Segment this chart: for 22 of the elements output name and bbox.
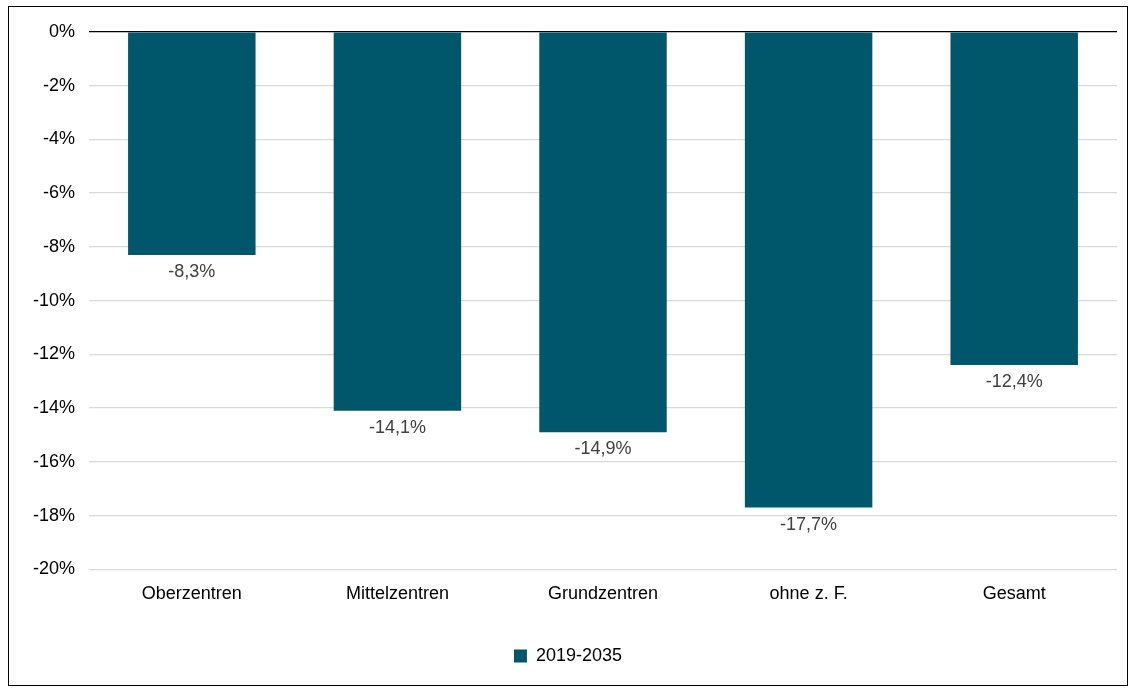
data-label: -8,3% (168, 260, 216, 281)
data-label: -12,4% (985, 371, 1043, 392)
data-label: -14,9% (574, 438, 632, 459)
y-tick-label: -4% (43, 128, 76, 149)
y-tick-label: -20% (32, 558, 76, 579)
y-tick-label: -8% (43, 235, 76, 256)
y-tick-label: -12% (32, 343, 76, 364)
x-tick-label: Oberzentren (141, 583, 242, 604)
y-tick-label: 0% (49, 20, 76, 41)
data-label: -17,7% (780, 513, 838, 534)
x-tick-label: ohne z. F. (769, 583, 848, 604)
y-tick-label: -10% (32, 289, 76, 310)
x-tick-label: Gesamt (982, 583, 1046, 604)
y-tick-label: -14% (32, 397, 76, 418)
x-tick-label: Mittelzentren (345, 583, 449, 604)
y-tick-label: -2% (43, 74, 76, 95)
legend-label: 2019-2035 (535, 644, 623, 665)
y-tick-label: -16% (32, 450, 76, 471)
data-label: -14,1% (368, 416, 426, 437)
y-tick-label: -18% (32, 504, 76, 525)
y-tick-label: -6% (43, 182, 76, 203)
x-tick-label: Grundzentren (547, 583, 659, 604)
